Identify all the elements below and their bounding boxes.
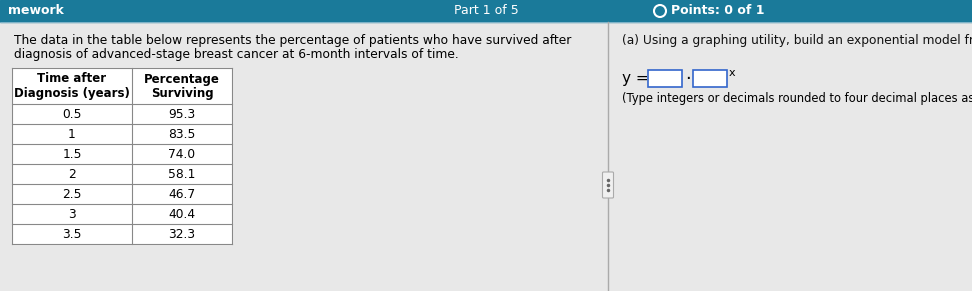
Text: 74.0: 74.0 — [168, 148, 195, 161]
Text: Diagnosis (years): Diagnosis (years) — [14, 86, 130, 100]
Text: The data in the table below represents the percentage of patients who have survi: The data in the table below represents t… — [14, 34, 572, 47]
Text: 1: 1 — [68, 127, 76, 141]
Text: x: x — [729, 68, 736, 78]
Bar — [0, 0, 972, 22]
Text: diagnosis of advanced-stage breast cancer at 6-month intervals of time.: diagnosis of advanced-stage breast cance… — [14, 48, 459, 61]
Text: (Type integers or decimals rounded to four decimal places as needed.): (Type integers or decimals rounded to fo… — [622, 92, 972, 105]
Text: ·: · — [685, 70, 691, 88]
Text: Surviving: Surviving — [151, 86, 213, 100]
Text: y =: y = — [622, 70, 648, 86]
Text: 95.3: 95.3 — [168, 107, 195, 120]
Text: Time after: Time after — [38, 72, 107, 86]
Text: 3.5: 3.5 — [62, 228, 82, 240]
Text: mework: mework — [8, 4, 64, 17]
Text: 40.4: 40.4 — [168, 207, 195, 221]
Text: 1.5: 1.5 — [62, 148, 82, 161]
Bar — [12, 68, 232, 244]
Bar — [693, 70, 727, 86]
Text: 83.5: 83.5 — [168, 127, 195, 141]
Text: 0.5: 0.5 — [62, 107, 82, 120]
Text: 46.7: 46.7 — [168, 187, 195, 200]
Text: Percentage: Percentage — [144, 72, 220, 86]
Text: 2.5: 2.5 — [62, 187, 82, 200]
FancyBboxPatch shape — [603, 172, 613, 198]
Text: (a) Using a graphing utility, build an exponential model from the data.: (a) Using a graphing utility, build an e… — [622, 34, 972, 47]
Text: 58.1: 58.1 — [168, 168, 195, 180]
Text: 3: 3 — [68, 207, 76, 221]
Bar — [648, 70, 682, 86]
Text: Points: 0 of 1: Points: 0 of 1 — [671, 4, 765, 17]
Text: 2: 2 — [68, 168, 76, 180]
Text: 32.3: 32.3 — [168, 228, 195, 240]
Text: Part 1 of 5: Part 1 of 5 — [454, 4, 518, 17]
